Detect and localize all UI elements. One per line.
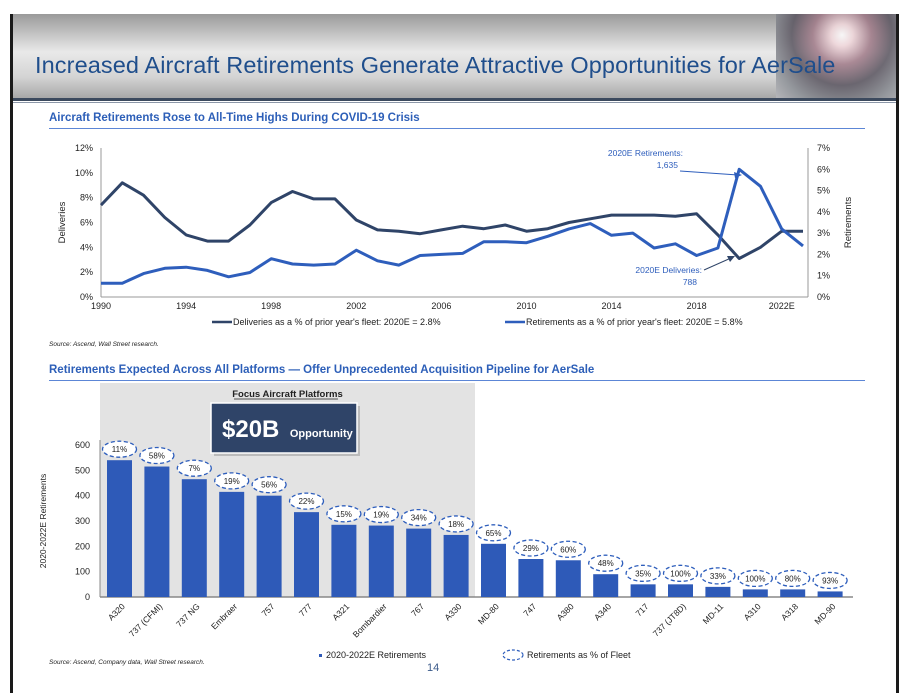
line-chart-section-title: Aircraft Retirements Rose to All-Time Hi…	[49, 112, 420, 124]
section2-divider	[49, 380, 865, 381]
slide-title: Increased Aircraft Retirements Generate …	[35, 52, 836, 78]
section1-divider	[49, 128, 865, 129]
slide-header: Increased Aircraft Retirements Generate …	[13, 14, 896, 98]
header-divider	[13, 98, 896, 101]
page-number: 14	[427, 662, 440, 674]
slide: Increased Aircraft Retirements Generate …	[10, 14, 899, 693]
header-divider-thin	[13, 102, 896, 103]
bar-chart-section-title: Retirements Expected Across All Platform…	[49, 364, 595, 376]
bar-chart-source: Source: Ascend, Company data, Wall Stree…	[49, 659, 205, 666]
engine-image	[776, 14, 896, 98]
line-chart-source: Source: Ascend, Wall Street research.	[49, 341, 159, 348]
